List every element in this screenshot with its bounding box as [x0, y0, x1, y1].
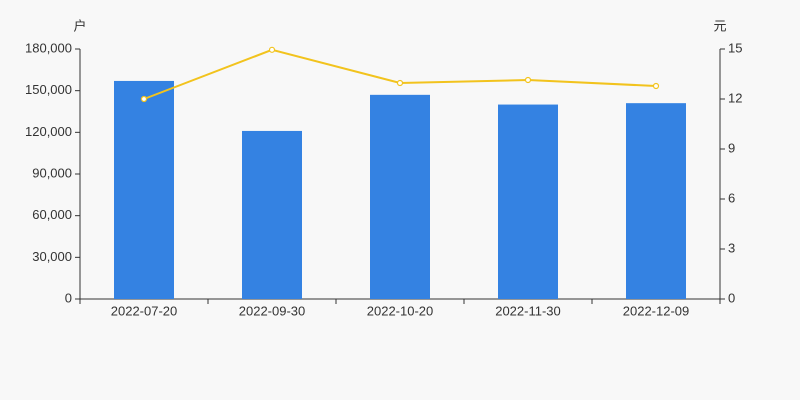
- y-axis-label: 户: [73, 18, 86, 33]
- x-tick-label: 2022-10-20: [367, 303, 434, 318]
- line-point: [652, 82, 660, 90]
- y-tick-label: 150,000: [25, 82, 72, 97]
- line-point: [524, 76, 532, 84]
- y-tick-label: 30,000: [32, 249, 72, 264]
- y-tick-label: 60,000: [32, 207, 72, 222]
- bar: [626, 103, 686, 300]
- y2-tick-label: 6: [728, 190, 735, 205]
- x-tick-label: 2022-12-09: [623, 303, 690, 318]
- line-point: [396, 79, 404, 87]
- bar: [370, 94, 430, 299]
- line-point: [140, 95, 148, 103]
- x-tick-label: 2022-11-30: [495, 303, 561, 318]
- y-tick-label: 120,000: [25, 124, 72, 139]
- x-tick-label: 2022-09-30: [239, 303, 306, 318]
- y2-tick-label: 3: [728, 240, 735, 255]
- y2-tick-label: 12: [728, 90, 742, 105]
- bar: [114, 80, 174, 299]
- x-tick-label: 2022-07-20: [111, 303, 178, 318]
- bar: [242, 130, 302, 299]
- y-tick-label: 90,000: [32, 165, 72, 180]
- y-tick-label: 0: [65, 290, 72, 305]
- line-point: [268, 46, 276, 53]
- y2-axis-label: 元: [713, 18, 726, 33]
- y-tick-label: 180,000: [25, 40, 72, 55]
- y2-tick-label: 15: [728, 40, 742, 55]
- y2-tick-label: 0: [728, 290, 735, 305]
- y2-tick-label: 9: [728, 140, 735, 155]
- bar: [498, 104, 558, 299]
